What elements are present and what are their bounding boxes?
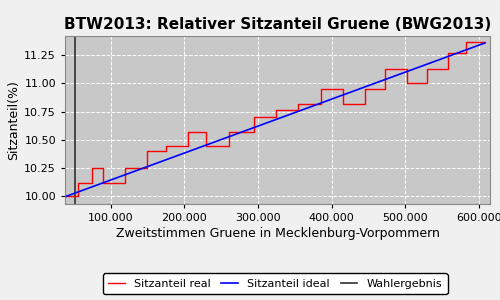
Sitzanteil real [382, 67, 388, 70]
Sitzanteil real [340, 87, 345, 91]
Sitzanteil real [100, 181, 106, 184]
Sitzanteil real [382, 87, 388, 91]
Sitzanteil real [100, 166, 106, 170]
Sitzanteil real [204, 130, 210, 134]
Sitzanteil real [226, 145, 232, 148]
Sitzanteil real [445, 51, 451, 55]
Sitzanteil ideal [482, 41, 488, 45]
Sitzanteil real [144, 166, 150, 170]
Sitzanteil ideal [262, 122, 268, 125]
Sitzanteil real [362, 102, 368, 106]
Sitzanteil real [274, 109, 280, 112]
Sitzanteil real [90, 181, 96, 184]
Sitzanteil real [340, 102, 345, 106]
Sitzanteil real [74, 194, 80, 198]
Line: Sitzanteil ideal: Sitzanteil ideal [66, 43, 485, 196]
Sitzanteil real [252, 116, 258, 119]
Sitzanteil ideal [312, 103, 318, 107]
Sitzanteil real [318, 102, 324, 106]
Sitzanteil real [296, 109, 302, 112]
Sitzanteil ideal [290, 112, 296, 115]
Sitzanteil ideal [264, 121, 270, 124]
Sitzanteil ideal [406, 69, 412, 72]
Sitzanteil real [185, 145, 191, 148]
Line: Sitzanteil real: Sitzanteil real [66, 42, 485, 196]
Sitzanteil real [64, 194, 70, 198]
Sitzanteil real [144, 149, 150, 153]
Legend: Sitzanteil real, Sitzanteil ideal, Wahlergebnis: Sitzanteil real, Sitzanteil ideal, Wahle… [102, 273, 448, 294]
Sitzanteil ideal [472, 45, 478, 49]
Sitzanteil real [462, 51, 468, 55]
Sitzanteil real [74, 181, 80, 184]
Sitzanteil real [122, 181, 128, 184]
Title: BTW2013: Relativer Sitzanteil Gruene (BWG2013): BTW2013: Relativer Sitzanteil Gruene (BW… [64, 17, 491, 32]
Sitzanteil real [163, 149, 169, 153]
Sitzanteil real [424, 82, 430, 85]
Sitzanteil real [204, 145, 210, 148]
Sitzanteil real [122, 166, 128, 170]
Sitzanteil real [424, 67, 430, 70]
Sitzanteil real [185, 130, 191, 134]
Sitzanteil real [318, 87, 324, 91]
Sitzanteil real [252, 130, 258, 134]
Sitzanteil real [482, 40, 488, 44]
Sitzanteil real [404, 82, 410, 85]
Sitzanteil real [296, 102, 302, 106]
Sitzanteil ideal [64, 194, 70, 198]
Sitzanteil real [462, 40, 468, 44]
Sitzanteil real [226, 130, 232, 134]
Y-axis label: Sitzanteil(%): Sitzanteil(%) [7, 80, 20, 160]
Sitzanteil real [274, 116, 280, 119]
Sitzanteil real [90, 166, 96, 170]
Sitzanteil real [445, 67, 451, 70]
Sitzanteil real [404, 67, 410, 70]
Sitzanteil real [362, 87, 368, 91]
X-axis label: Zweitstimmen Gruene in Mecklenburg-Vorpommern: Zweitstimmen Gruene in Mecklenburg-Vorpo… [116, 227, 440, 240]
Sitzanteil real [163, 145, 169, 148]
